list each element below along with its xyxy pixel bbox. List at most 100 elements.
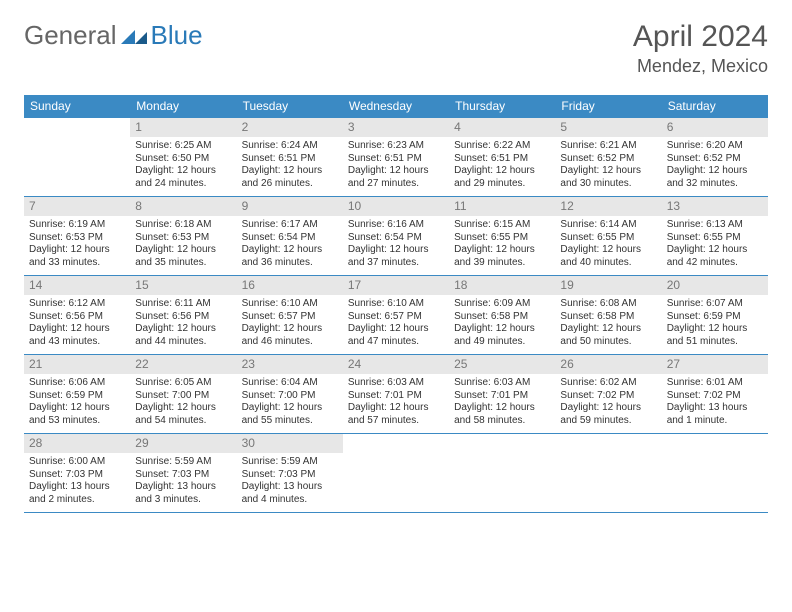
day-number: 23 xyxy=(237,355,343,374)
calendar-cell: 8Sunrise: 6:18 AMSunset: 6:53 PMDaylight… xyxy=(130,197,236,275)
day-number: 29 xyxy=(130,434,236,453)
logo-mark-icon xyxy=(121,20,149,51)
day-details: Sunrise: 6:16 AMSunset: 6:54 PMDaylight:… xyxy=(343,216,449,274)
day-header: Thursday xyxy=(449,95,555,117)
sunrise-text: Sunrise: 6:13 AM xyxy=(667,219,763,232)
day-number: 2 xyxy=(237,118,343,137)
sunrise-text: Sunrise: 6:19 AM xyxy=(29,219,125,232)
day-header: Tuesday xyxy=(237,95,343,117)
sunrise-text: Sunrise: 6:03 AM xyxy=(348,377,444,390)
sunrise-text: Sunrise: 6:24 AM xyxy=(242,140,338,153)
day-number xyxy=(555,434,661,438)
sunset-text: Sunset: 6:55 PM xyxy=(560,232,656,245)
day-number: 26 xyxy=(555,355,661,374)
daylight-text: Daylight: 13 hours and 3 minutes. xyxy=(135,481,231,506)
calendar-cell xyxy=(343,434,449,512)
calendar-cell: 7Sunrise: 6:19 AMSunset: 6:53 PMDaylight… xyxy=(24,197,130,275)
sunrise-text: Sunrise: 6:20 AM xyxy=(667,140,763,153)
day-number: 27 xyxy=(662,355,768,374)
sunrise-text: Sunrise: 6:07 AM xyxy=(667,298,763,311)
daylight-text: Daylight: 12 hours and 26 minutes. xyxy=(242,165,338,190)
logo-text-1: General xyxy=(24,20,117,51)
daylight-text: Daylight: 12 hours and 50 minutes. xyxy=(560,323,656,348)
sunrise-text: Sunrise: 6:02 AM xyxy=(560,377,656,390)
calendar-cell xyxy=(555,434,661,512)
calendar-cell: 12Sunrise: 6:14 AMSunset: 6:55 PMDayligh… xyxy=(555,197,661,275)
day-details: Sunrise: 6:22 AMSunset: 6:51 PMDaylight:… xyxy=(449,137,555,195)
sunrise-text: Sunrise: 6:22 AM xyxy=(454,140,550,153)
daylight-text: Daylight: 12 hours and 30 minutes. xyxy=(560,165,656,190)
day-number xyxy=(24,118,130,122)
day-details: Sunrise: 6:06 AMSunset: 6:59 PMDaylight:… xyxy=(24,374,130,432)
day-details: Sunrise: 6:02 AMSunset: 7:02 PMDaylight:… xyxy=(555,374,661,432)
day-header: Saturday xyxy=(662,95,768,117)
daylight-text: Daylight: 12 hours and 53 minutes. xyxy=(29,402,125,427)
day-number: 18 xyxy=(449,276,555,295)
day-details: Sunrise: 5:59 AMSunset: 7:03 PMDaylight:… xyxy=(237,453,343,511)
day-number: 24 xyxy=(343,355,449,374)
sunrise-text: Sunrise: 6:16 AM xyxy=(348,219,444,232)
daylight-text: Daylight: 12 hours and 42 minutes. xyxy=(667,244,763,269)
calendar-cell xyxy=(449,434,555,512)
day-details: Sunrise: 6:21 AMSunset: 6:52 PMDaylight:… xyxy=(555,137,661,195)
day-headers-row: Sunday Monday Tuesday Wednesday Thursday… xyxy=(24,95,768,117)
daylight-text: Daylight: 12 hours and 47 minutes. xyxy=(348,323,444,348)
sunset-text: Sunset: 6:59 PM xyxy=(29,390,125,403)
day-number: 11 xyxy=(449,197,555,216)
daylight-text: Daylight: 12 hours and 49 minutes. xyxy=(454,323,550,348)
sunrise-text: Sunrise: 6:06 AM xyxy=(29,377,125,390)
title-block: April 2024 Mendez, Mexico xyxy=(633,20,768,77)
day-number: 19 xyxy=(555,276,661,295)
sunrise-text: Sunrise: 6:03 AM xyxy=(454,377,550,390)
day-details: Sunrise: 6:17 AMSunset: 6:54 PMDaylight:… xyxy=(237,216,343,274)
calendar-cell xyxy=(24,118,130,196)
day-header: Monday xyxy=(130,95,236,117)
calendar-cell: 9Sunrise: 6:17 AMSunset: 6:54 PMDaylight… xyxy=(237,197,343,275)
day-number: 28 xyxy=(24,434,130,453)
day-details: Sunrise: 6:24 AMSunset: 6:51 PMDaylight:… xyxy=(237,137,343,195)
logo: General Blue xyxy=(24,20,203,51)
day-number xyxy=(662,434,768,438)
sunset-text: Sunset: 6:52 PM xyxy=(560,153,656,166)
daylight-text: Daylight: 12 hours and 46 minutes. xyxy=(242,323,338,348)
calendar-cell: 14Sunrise: 6:12 AMSunset: 6:56 PMDayligh… xyxy=(24,276,130,354)
weeks-container: 1Sunrise: 6:25 AMSunset: 6:50 PMDaylight… xyxy=(24,117,768,513)
day-details: Sunrise: 5:59 AMSunset: 7:03 PMDaylight:… xyxy=(130,453,236,511)
daylight-text: Daylight: 12 hours and 57 minutes. xyxy=(348,402,444,427)
day-number: 17 xyxy=(343,276,449,295)
sunrise-text: Sunrise: 6:01 AM xyxy=(667,377,763,390)
day-number: 30 xyxy=(237,434,343,453)
daylight-text: Daylight: 13 hours and 4 minutes. xyxy=(242,481,338,506)
calendar: Sunday Monday Tuesday Wednesday Thursday… xyxy=(24,95,768,513)
sunset-text: Sunset: 7:00 PM xyxy=(135,390,231,403)
sunset-text: Sunset: 6:59 PM xyxy=(667,311,763,324)
calendar-cell: 17Sunrise: 6:10 AMSunset: 6:57 PMDayligh… xyxy=(343,276,449,354)
sunrise-text: Sunrise: 5:59 AM xyxy=(242,456,338,469)
day-number: 5 xyxy=(555,118,661,137)
sunrise-text: Sunrise: 6:14 AM xyxy=(560,219,656,232)
sunset-text: Sunset: 7:03 PM xyxy=(135,469,231,482)
calendar-cell: 19Sunrise: 6:08 AMSunset: 6:58 PMDayligh… xyxy=(555,276,661,354)
calendar-cell: 23Sunrise: 6:04 AMSunset: 7:00 PMDayligh… xyxy=(237,355,343,433)
sunset-text: Sunset: 7:02 PM xyxy=(560,390,656,403)
sunset-text: Sunset: 6:58 PM xyxy=(454,311,550,324)
calendar-week: 1Sunrise: 6:25 AMSunset: 6:50 PMDaylight… xyxy=(24,117,768,197)
day-number: 16 xyxy=(237,276,343,295)
calendar-cell: 29Sunrise: 5:59 AMSunset: 7:03 PMDayligh… xyxy=(130,434,236,512)
sunset-text: Sunset: 6:51 PM xyxy=(242,153,338,166)
sunrise-text: Sunrise: 6:18 AM xyxy=(135,219,231,232)
sunrise-text: Sunrise: 6:09 AM xyxy=(454,298,550,311)
daylight-text: Daylight: 12 hours and 27 minutes. xyxy=(348,165,444,190)
day-details: Sunrise: 6:00 AMSunset: 7:03 PMDaylight:… xyxy=(24,453,130,511)
sunrise-text: Sunrise: 6:21 AM xyxy=(560,140,656,153)
daylight-text: Daylight: 12 hours and 35 minutes. xyxy=(135,244,231,269)
sunset-text: Sunset: 6:54 PM xyxy=(242,232,338,245)
day-number: 21 xyxy=(24,355,130,374)
page-title: April 2024 xyxy=(633,20,768,54)
sunrise-text: Sunrise: 6:17 AM xyxy=(242,219,338,232)
sunset-text: Sunset: 6:53 PM xyxy=(135,232,231,245)
day-number: 1 xyxy=(130,118,236,137)
daylight-text: Daylight: 12 hours and 59 minutes. xyxy=(560,402,656,427)
day-number: 20 xyxy=(662,276,768,295)
sunrise-text: Sunrise: 5:59 AM xyxy=(135,456,231,469)
